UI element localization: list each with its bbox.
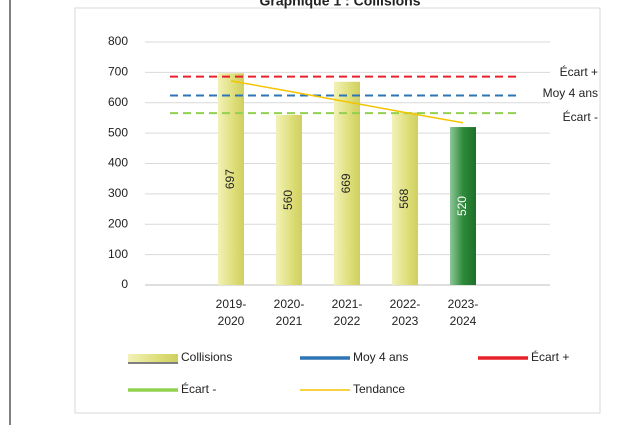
legend-swatch [128,354,178,362]
legend-label: Écart - [181,381,216,396]
data-label: 669 [339,173,353,193]
data-label: 568 [397,188,411,208]
bar [218,73,244,285]
reference-label: Écart + [560,64,598,79]
bar [450,127,476,285]
bar [392,112,418,285]
y-tick-label: 0 [121,277,128,291]
reference-label: Écart - [563,109,598,124]
y-tick-label: 500 [108,125,128,139]
x-tick-label: 2023-2024 [448,297,479,328]
data-label: 697 [223,169,237,189]
y-tick-label: 300 [108,186,128,200]
data-label: 520 [455,196,469,216]
legend-label: Tendance [353,382,405,396]
y-tick-label: 600 [108,95,128,109]
y-tick-label: 100 [108,247,128,261]
chart-frame [74,7,601,414]
y-tick-label: 200 [108,216,128,230]
reference-label: Moy 4 ans [543,86,598,100]
y-tick-label: 800 [108,34,128,48]
data-label: 560 [281,190,295,210]
trend-line [230,80,464,124]
x-tick-label: 2022-2023 [390,297,421,328]
legend-label: Collisions [181,350,232,364]
bar [276,114,302,286]
x-tick-label: 2020-2021 [274,297,305,328]
bar [334,81,360,285]
x-tick-label: 2019-2020 [216,297,247,328]
x-tick-label: 2021-2022 [332,297,363,328]
legend-label: Moy 4 ans [353,350,408,364]
chart-title: Graphique 1 : Collisions [259,0,420,9]
y-tick-label: 700 [108,65,128,79]
y-tick-label: 400 [108,156,128,170]
legend-label: Écart + [531,349,569,364]
